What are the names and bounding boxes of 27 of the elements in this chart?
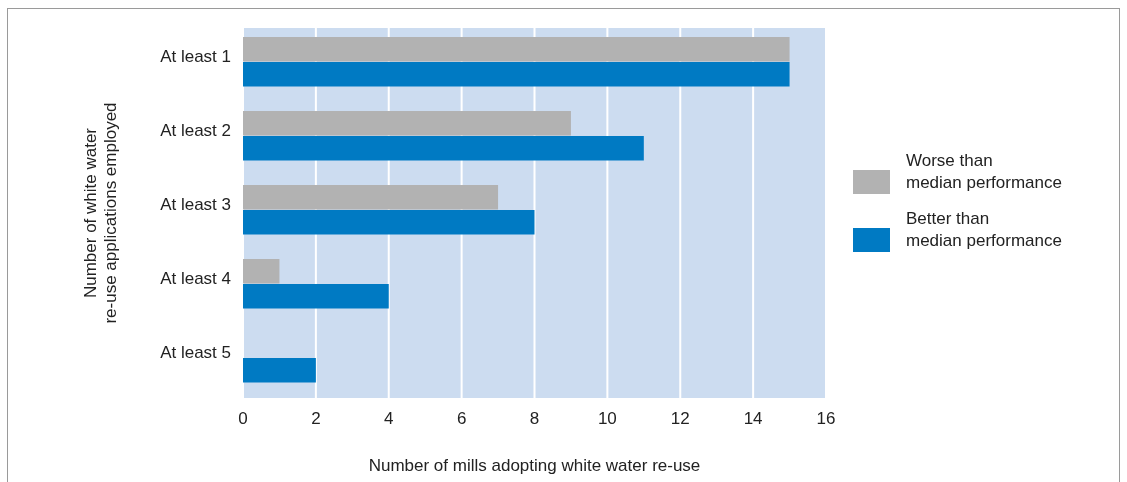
y-tick-label: At least 2	[160, 121, 231, 140]
legend-label: Better than median performance	[906, 209, 1062, 250]
bar	[243, 259, 280, 284]
bar	[243, 284, 389, 309]
x-tick-label: 8	[529, 409, 540, 428]
x-axis-title: Number of mills adopting white water re-use	[368, 456, 701, 475]
bar	[243, 210, 535, 235]
legend-label: Worse than median performance	[906, 151, 1062, 192]
x-tick-label: 6	[456, 409, 467, 428]
y-tick-label: At least 4	[160, 269, 231, 288]
x-tick-label: 2	[311, 409, 321, 428]
bar	[243, 136, 644, 161]
x-tick-label: 16	[816, 409, 836, 428]
y-tick-label: At least 3	[160, 195, 231, 214]
y-tick-label: At least 5	[160, 343, 231, 362]
y-axis-title: Number of white water re-use applications employed	[81, 102, 120, 324]
bar	[243, 185, 499, 210]
y-tick-label: At least 1	[160, 47, 231, 66]
x-tick-label: 14	[743, 409, 763, 428]
bar	[243, 62, 790, 87]
x-tick-label: 4	[384, 409, 394, 428]
bar	[243, 358, 316, 383]
bar	[243, 111, 571, 136]
x-tick-label: 10	[597, 409, 617, 428]
x-tick-label: 0	[238, 409, 248, 428]
x-tick-label: 12	[670, 409, 690, 428]
bar	[243, 37, 790, 62]
